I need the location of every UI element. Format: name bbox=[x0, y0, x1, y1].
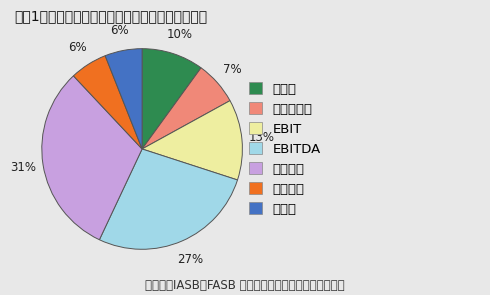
Text: 27%: 27% bbox=[177, 253, 203, 266]
Text: 7%: 7% bbox=[223, 63, 242, 76]
Wedge shape bbox=[142, 49, 201, 149]
Wedge shape bbox=[142, 101, 243, 180]
Wedge shape bbox=[74, 56, 142, 149]
Text: 31%: 31% bbox=[10, 161, 36, 174]
Text: 図表1　アナリストが作成するパフォーマンス指標: 図表1 アナリストが作成するパフォーマンス指標 bbox=[15, 9, 208, 23]
Text: 10%: 10% bbox=[166, 28, 192, 41]
Text: 6%: 6% bbox=[68, 41, 87, 54]
Text: 6%: 6% bbox=[110, 24, 129, 37]
Text: （出所）IASB／FASB 資料より野村資本市場研究所作成: （出所）IASB／FASB 資料より野村資本市場研究所作成 bbox=[145, 279, 345, 292]
Legend: 純利益, 税引前利益, EBIT, EBITDA, 営業利益, 包括利益, その他: 純利益, 税引前利益, EBIT, EBITDA, 営業利益, 包括利益, その… bbox=[249, 82, 321, 216]
Wedge shape bbox=[142, 68, 230, 149]
Wedge shape bbox=[105, 49, 142, 149]
Text: 13%: 13% bbox=[249, 131, 275, 144]
Wedge shape bbox=[42, 76, 142, 240]
Wedge shape bbox=[99, 149, 238, 249]
